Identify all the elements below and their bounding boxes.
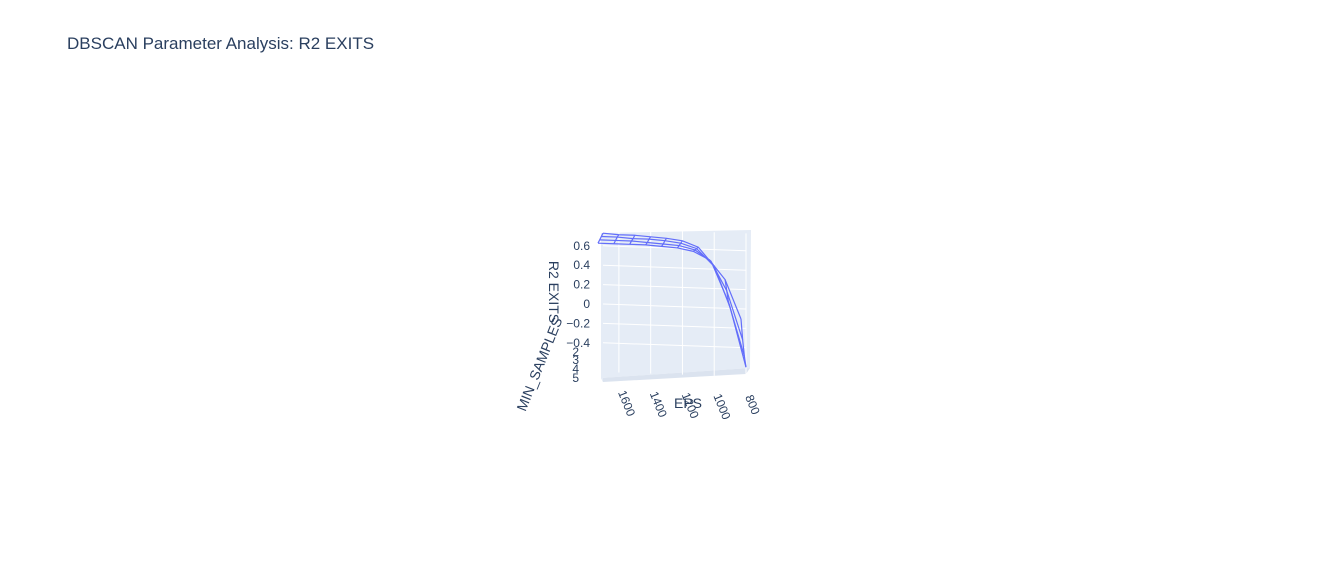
surface-line-min-samples: [629, 235, 636, 245]
z-axis-title: R2 EXITS: [546, 261, 562, 323]
side-pane: [601, 233, 603, 382]
gridlines: [602, 228, 747, 377]
z-gridline: [602, 264, 747, 271]
z-tick-label: 0.4: [573, 258, 590, 272]
surface-line-eps: [599, 239, 744, 341]
z-tick-label: 0: [583, 297, 590, 311]
surface-line-min-samples: [708, 259, 715, 267]
surface-line-eps: [601, 235, 745, 357]
axis-panes: [601, 230, 751, 382]
surface-line-min-samples: [613, 234, 620, 245]
y-tick-label: 2: [572, 345, 579, 359]
z-gridline: [602, 322, 747, 329]
z-tick-label: 0.6: [573, 239, 590, 253]
x-axis-title: EPS: [674, 395, 702, 411]
x-tick-label: 1600: [615, 388, 638, 418]
x-tick-label: 1000: [710, 392, 733, 422]
surface-line-min-samples: [740, 318, 747, 368]
surface-wireframe: [597, 232, 747, 368]
y-tick-label: 3: [572, 353, 579, 367]
surface-line-eps: [597, 242, 742, 320]
surface-line-min-samples: [661, 237, 668, 247]
x-tick-label: 1400: [647, 389, 670, 419]
y-axis-title: MIN_SAMPLES: [513, 315, 565, 413]
y-tick-label: 5: [572, 371, 579, 385]
y-tick-label: 4: [572, 362, 579, 376]
z-gridline: [602, 303, 747, 310]
z-tick-label: −0.2: [566, 316, 590, 330]
x-tick-label: 800: [742, 393, 763, 417]
z-gridline: [602, 342, 747, 349]
floor-pane: [601, 368, 750, 382]
z-gridline: [602, 245, 747, 252]
surface-line-min-samples: [724, 279, 731, 308]
surface-line-min-samples: [645, 236, 652, 246]
z-tick-label: 0.2: [573, 278, 590, 292]
surface-line-min-samples: [597, 232, 604, 244]
z-tick-label: −0.4: [566, 336, 590, 350]
surface-line-min-samples: [692, 246, 699, 252]
chart-title: DBSCAN Parameter Analysis: R2 EXITS: [67, 34, 375, 53]
surface-line-min-samples: [676, 240, 683, 249]
